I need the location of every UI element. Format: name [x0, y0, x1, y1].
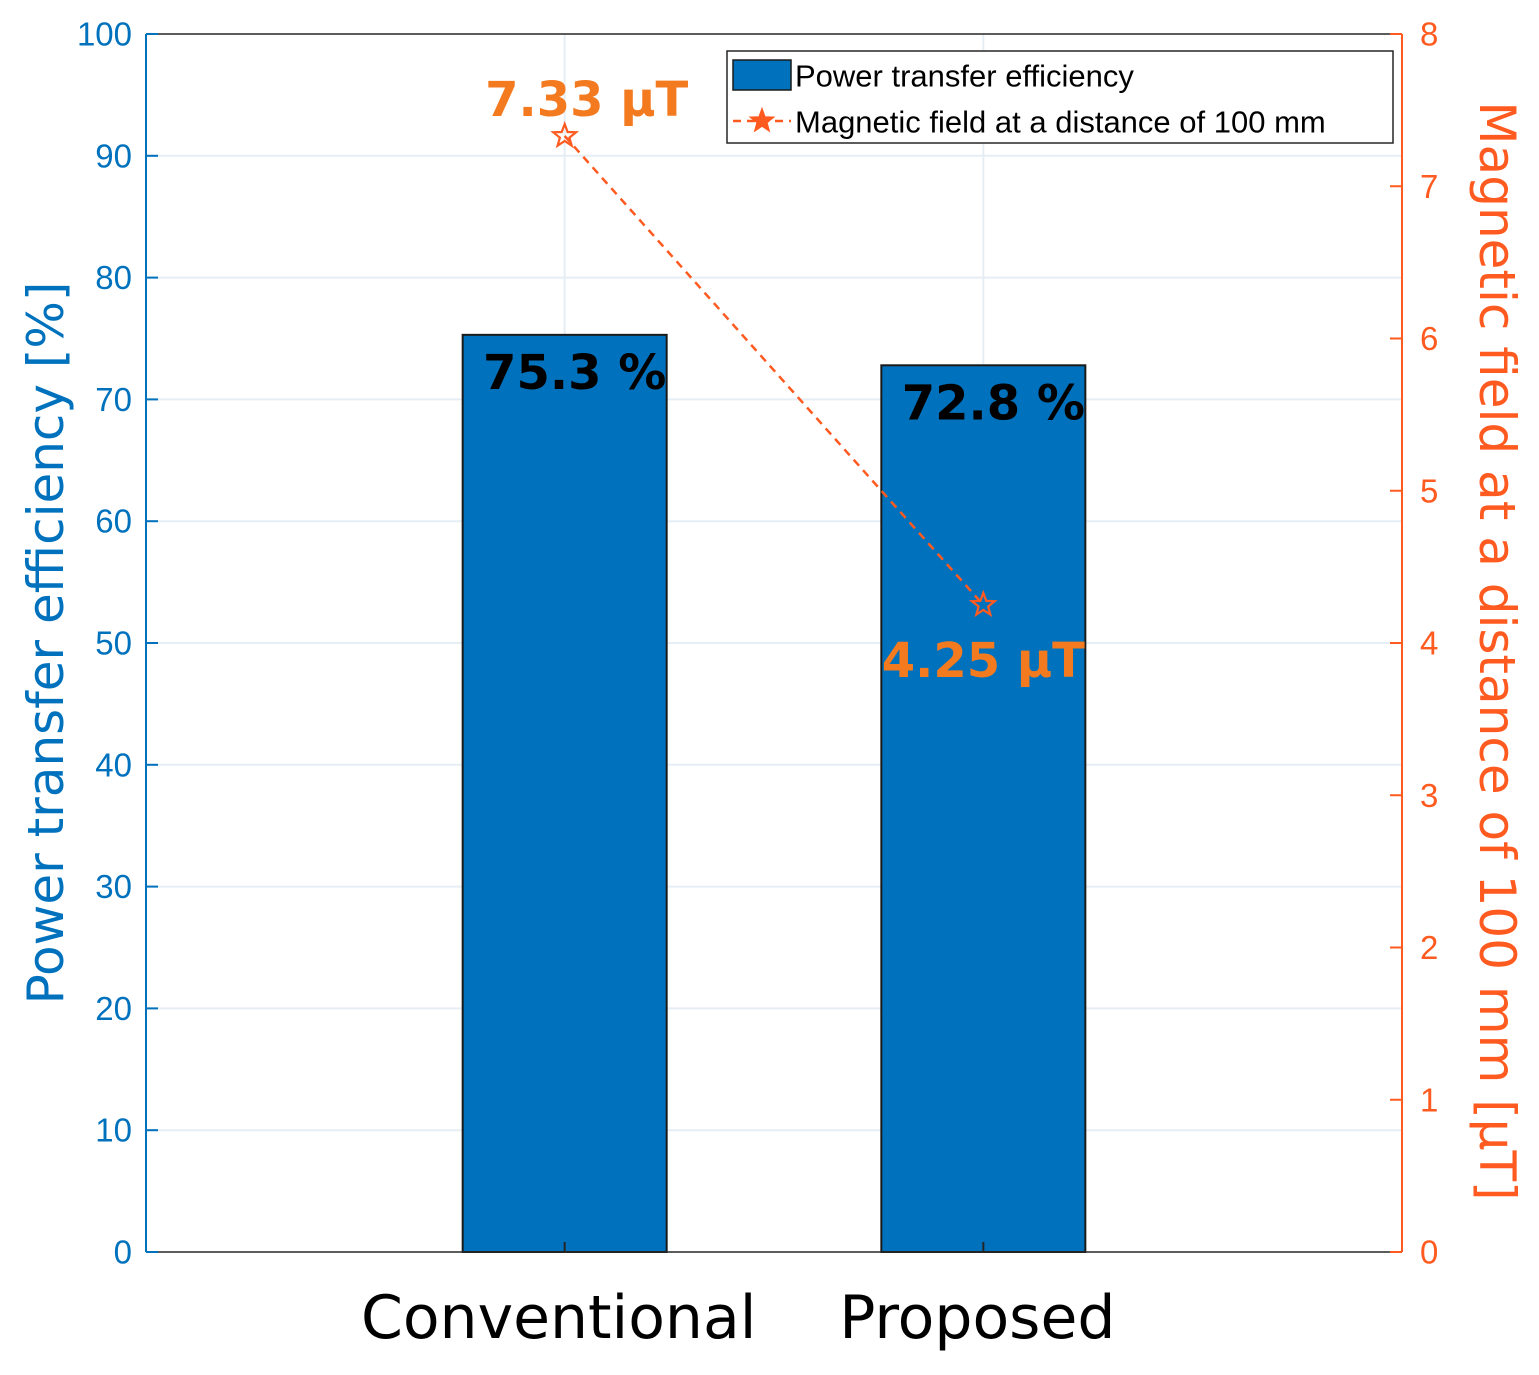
tick-label-right: 6 [1420, 320, 1438, 357]
tick-label-right: 0 [1420, 1234, 1438, 1271]
magnetic-field-value-label: 4.25 μT [882, 633, 1085, 689]
bar-proposed [880, 364, 1087, 1253]
tick-label-left: 40 [95, 746, 132, 783]
legend-box [726, 50, 1394, 144]
tick-label-left: 20 [95, 990, 132, 1027]
tick-label-left: 70 [95, 381, 132, 418]
star-marker [968, 589, 998, 618]
tick-label-left: 30 [95, 868, 132, 905]
magnetic-field-value-label: 7.33 μT [485, 72, 688, 128]
tick-label-left: 100 [77, 16, 132, 53]
tick-label-right: 2 [1420, 929, 1438, 966]
bar-value-label: 72.8 % [902, 375, 1085, 431]
magnetic-field-line [563, 135, 985, 606]
tick-label-right: 1 [1420, 1081, 1438, 1118]
tick-label-left: 80 [95, 259, 132, 296]
tick-label-right: 8 [1420, 16, 1438, 53]
legend-swatch-bar [732, 59, 792, 91]
tick-label-right: 7 [1420, 168, 1438, 205]
tick-label-right: 4 [1420, 625, 1438, 662]
x-tick-label-proposed: Proposed [839, 1283, 1115, 1353]
tick-label-left: 50 [95, 625, 132, 662]
x-tick-label-conventional: Conventional [361, 1283, 756, 1353]
legend-label-line: Magnetic field at a distance of 100 mm [795, 105, 1326, 140]
tick-label-right: 5 [1420, 472, 1438, 509]
tick-label-left: 90 [95, 137, 132, 174]
legend-star-marker [748, 106, 776, 133]
y-axis-right-title: Magnetic field at a distance of 100 mm [… [1468, 101, 1526, 1200]
legend-label-bar: Power transfer efficiency [795, 59, 1134, 94]
tick-label-left: 60 [95, 503, 132, 540]
star-marker [550, 120, 580, 149]
tick-label-left: 10 [95, 1112, 132, 1149]
bar-conventional [461, 333, 668, 1253]
y-axis-left-title: Power transfer efficiency [%] [17, 282, 75, 1005]
tick-label-right: 3 [1420, 777, 1438, 814]
bar-value-label: 75.3 % [483, 345, 666, 401]
tick-label-left: 0 [114, 1234, 132, 1271]
